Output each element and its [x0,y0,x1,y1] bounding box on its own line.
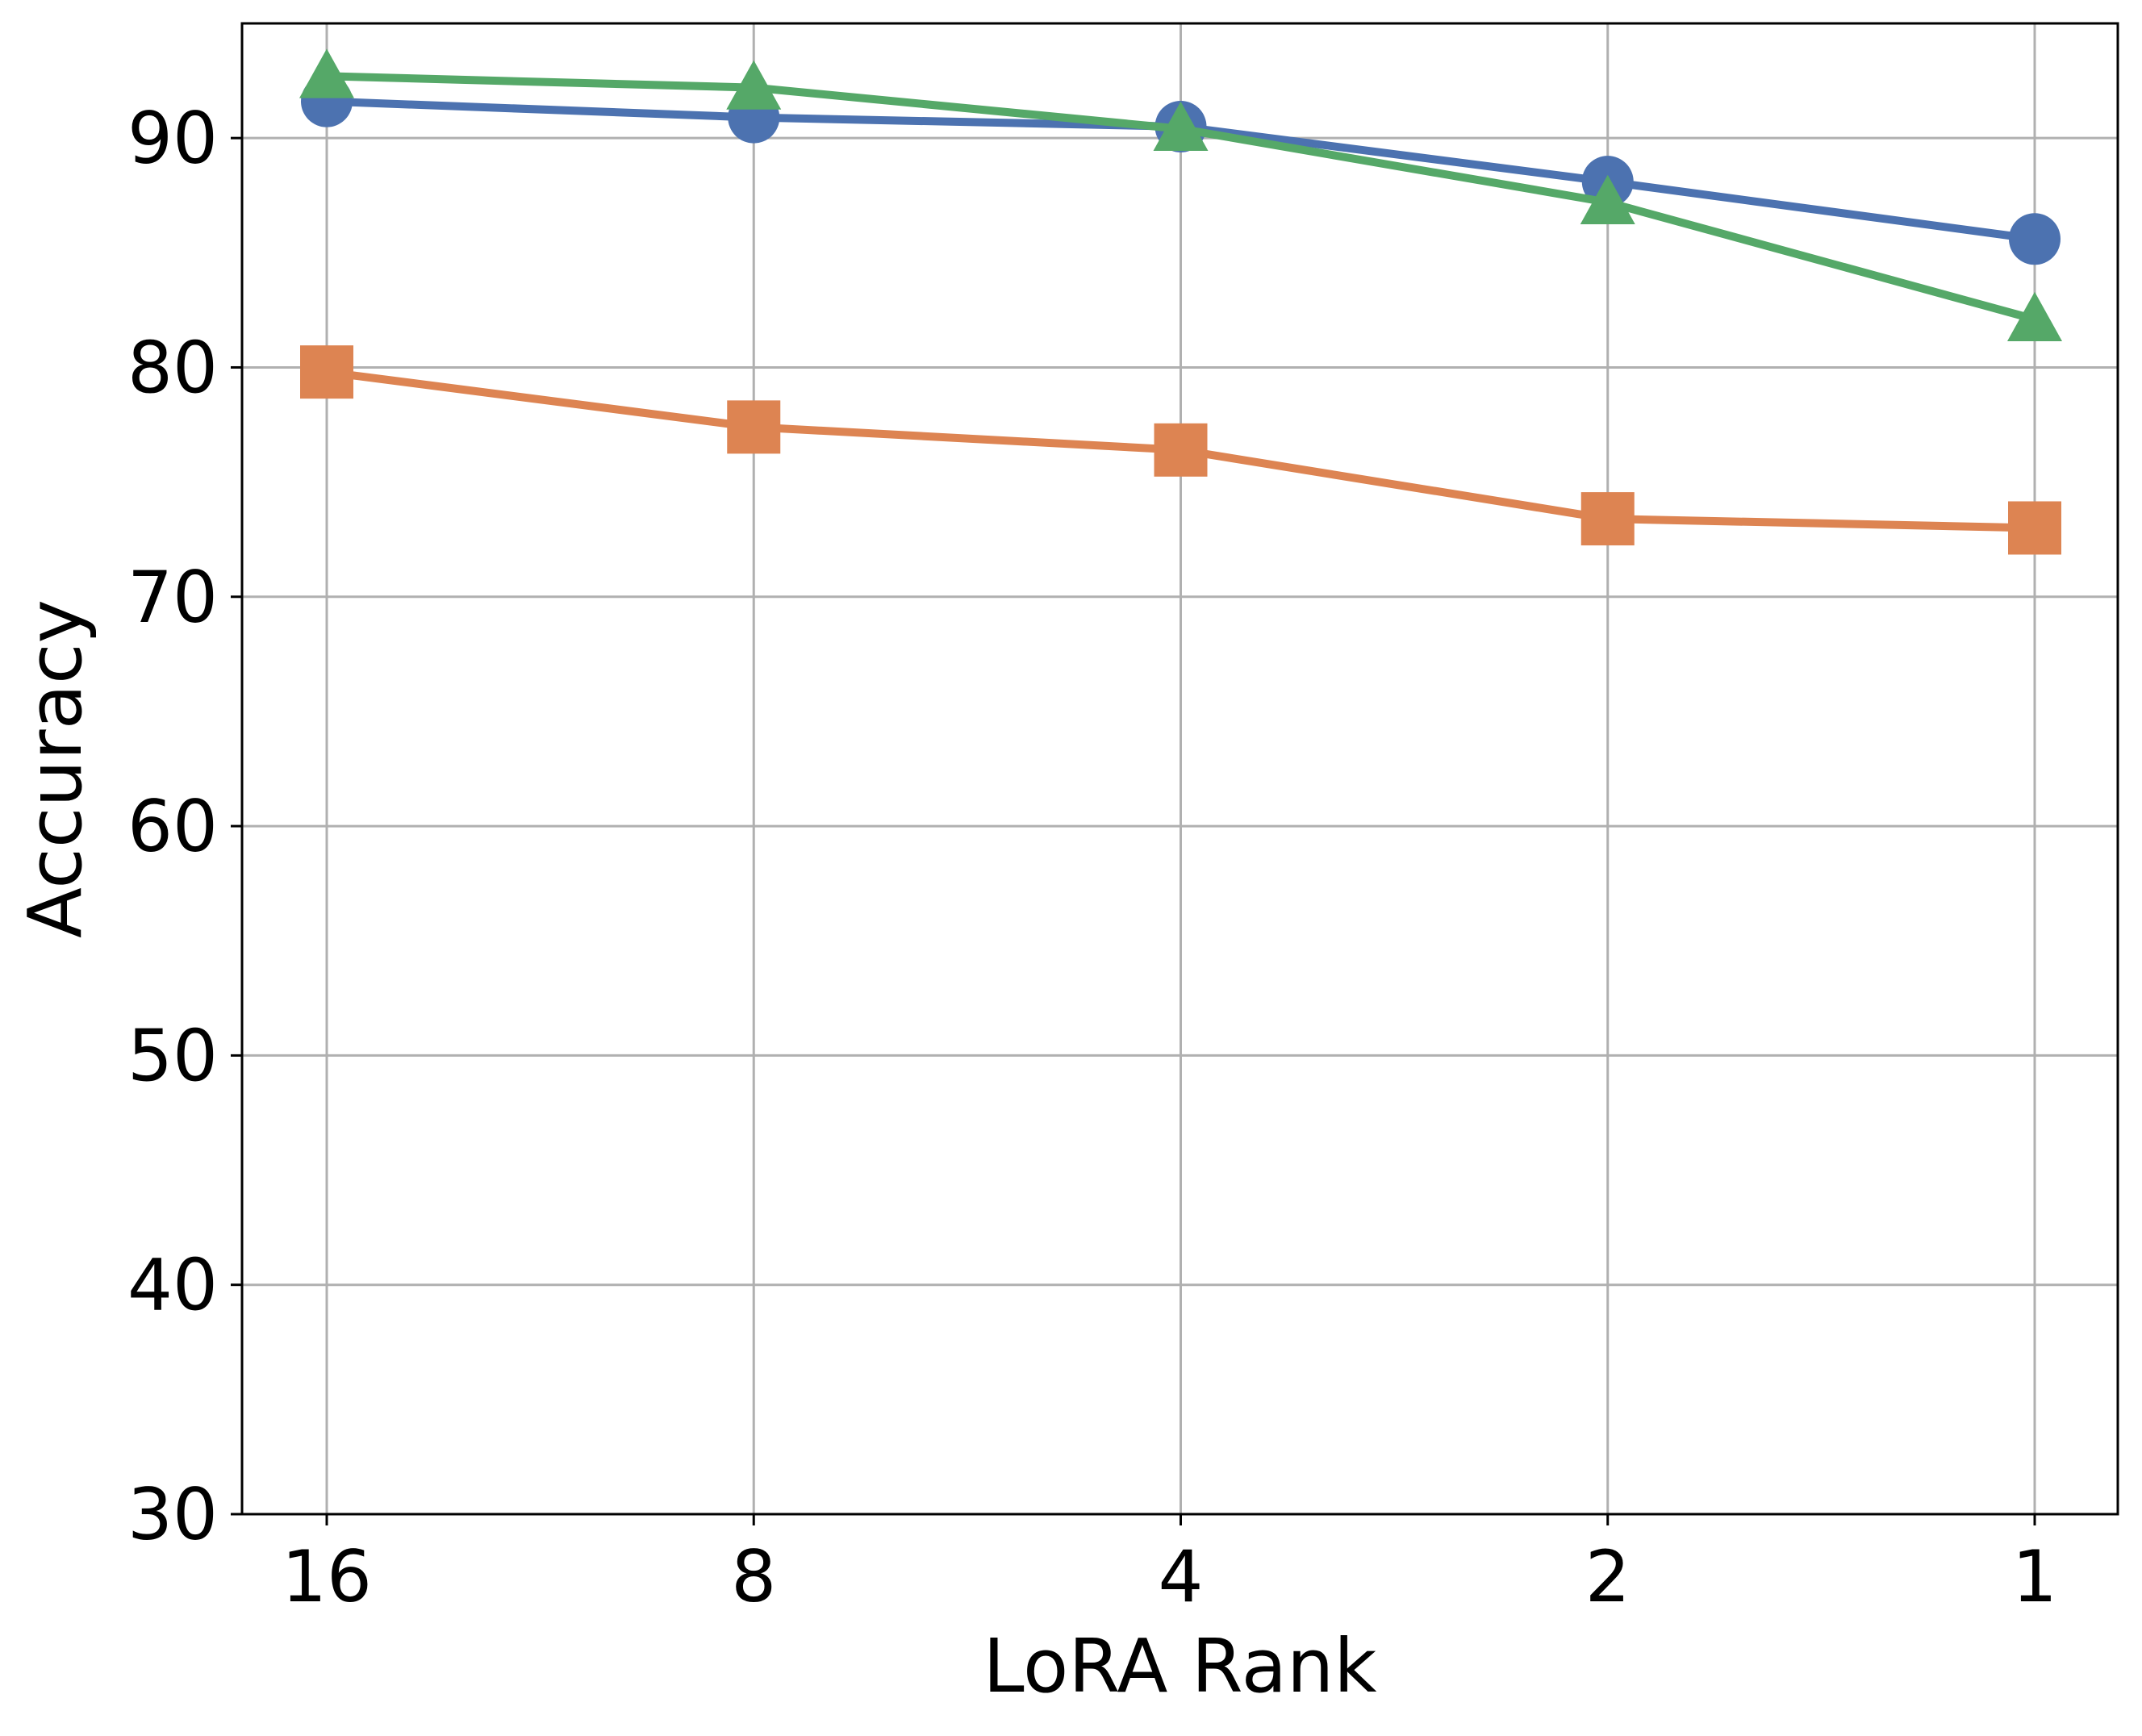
y-tick-label: 80 [127,326,218,409]
y-tick-label: 40 [127,1244,218,1327]
x-tick-label: 8 [731,1535,776,1618]
data-point-square [727,400,781,454]
data-point-triangle [299,48,354,98]
axis-ticks: 30 40 50 60 70 80 90 16 8 4 2 1 [127,97,2057,1618]
data-point-square [1580,492,1635,546]
grid [242,23,2118,1516]
series-3 [299,48,2062,341]
y-tick-label: 30 [127,1473,218,1556]
x-tick-label: 1 [2012,1535,2057,1618]
y-tick-label: 90 [127,97,218,180]
data-point-square [1154,423,1208,477]
series-group [299,48,2062,555]
data-point-triangle [726,60,782,110]
x-tick-label: 2 [1585,1535,1631,1618]
data-point-triangle [2007,291,2062,341]
x-axis-label: LoRA Rank [983,1623,1377,1709]
y-tick-label: 60 [127,785,218,868]
x-tick-label: 4 [1159,1535,1204,1618]
y-axis-label: Accuracy [12,599,98,938]
data-point-triangle [1153,101,1209,151]
series-2 [300,345,2061,555]
data-point-square [2008,501,2061,555]
data-point-triangle [1580,174,1635,224]
data-point-square [300,345,353,399]
y-tick-label: 50 [127,1014,218,1097]
x-tick-label: 16 [282,1535,372,1618]
y-tick-label: 70 [127,556,218,639]
data-point-circle [2009,213,2061,265]
